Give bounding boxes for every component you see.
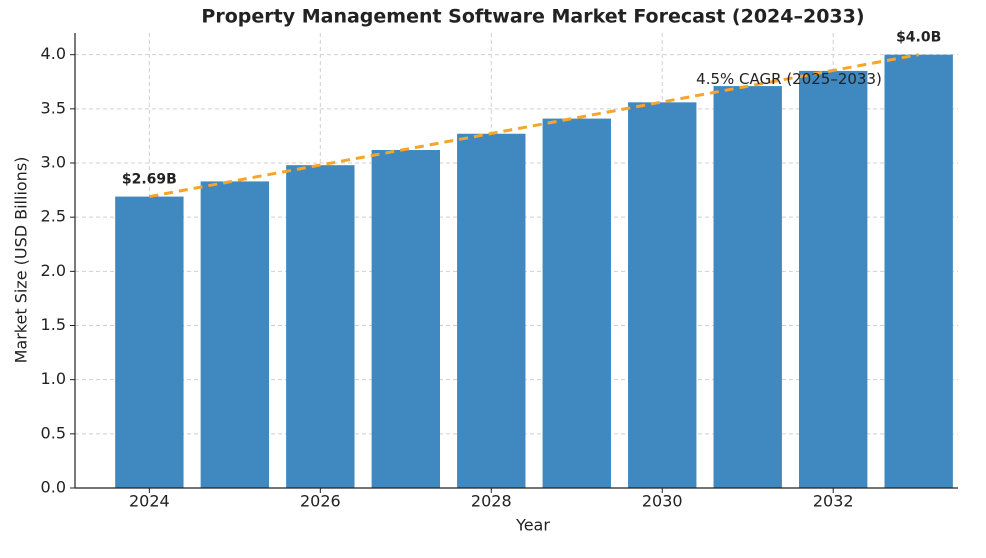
bar — [371, 150, 440, 488]
bar — [542, 118, 611, 488]
value-label: $2.69B — [122, 172, 177, 188]
bar — [286, 165, 355, 488]
trend-line — [149, 53, 919, 199]
y-tick-label: 3.0 — [41, 153, 66, 172]
annotation-background — [613, 28, 634, 49]
x-axis-label: Year — [515, 516, 550, 535]
y-tick-label: 3.5 — [41, 98, 66, 117]
value-label: $4.0B — [896, 30, 941, 46]
x-tick-label: 2030 — [642, 492, 683, 511]
y-tick-label: 1.0 — [41, 369, 66, 388]
x-tick-label: 2032 — [813, 492, 854, 511]
bar — [200, 181, 270, 488]
bar — [884, 54, 953, 489]
bar — [457, 133, 526, 488]
x-tick-label: 2026 — [300, 492, 341, 511]
y-tick-label: 0.5 — [41, 423, 66, 442]
y-tick-label: 0.0 — [41, 478, 66, 497]
bar — [713, 86, 782, 488]
annotation: 4.5% CAGR (2025–2033) — [696, 70, 882, 88]
x-tick-label: 2024 — [129, 492, 170, 511]
y-tick-label: 1.5 — [41, 315, 66, 334]
y-tick-label: 2.0 — [41, 261, 66, 280]
y-tick-label: 2.5 — [41, 207, 66, 226]
x-tick-label: 2028 — [471, 492, 512, 511]
bar — [115, 196, 184, 489]
bar — [628, 102, 697, 488]
chart-title: Property Management Software Market Fore… — [201, 6, 864, 28]
y-tick-label: 4.0 — [41, 44, 66, 63]
y-axis-label: Market Size (USD Billions) — [12, 157, 31, 364]
bar — [799, 70, 868, 489]
